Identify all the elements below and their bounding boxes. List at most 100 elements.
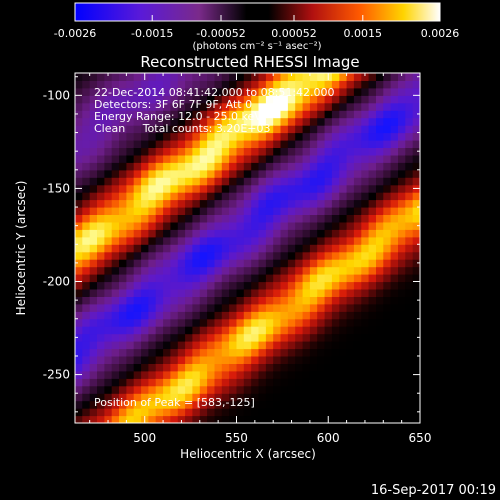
heatmap-cell — [287, 140, 296, 148]
heatmap-cell — [89, 326, 98, 335]
heatmap-cell — [199, 95, 208, 104]
heatmap-cell — [177, 192, 186, 201]
heatmap-cell — [273, 80, 282, 89]
heatmap-cell — [185, 221, 193, 230]
heatmap-cell — [221, 363, 230, 372]
heatmap-cell — [192, 87, 201, 96]
heatmap-cell — [353, 207, 362, 215]
heatmap-cell — [229, 266, 237, 275]
heatmap-cell — [295, 229, 304, 238]
heatmap-cell — [177, 363, 186, 372]
heatmap-cell — [163, 184, 171, 193]
heatmap-cell — [251, 102, 260, 111]
heatmap-cell — [376, 311, 384, 320]
heatmap-cell — [331, 244, 340, 253]
heatmap-cell — [229, 378, 237, 387]
heatmap-cell — [317, 333, 326, 342]
heatmap-cell — [258, 378, 267, 387]
heatmap-cell — [317, 348, 326, 357]
info-clean: Clean Total counts: 3.20E+03 — [94, 122, 271, 135]
heatmap-cell — [177, 162, 186, 171]
heatmap-cell — [280, 95, 289, 104]
heatmap-cell — [207, 363, 215, 372]
heatmap-cell — [376, 147, 384, 156]
heatmap-cell — [236, 236, 245, 245]
heatmap-cell — [133, 289, 142, 297]
heatmap-cell — [324, 348, 333, 357]
heatmap-cell — [390, 281, 399, 290]
heatmap-cell — [170, 378, 179, 387]
heatmap-cell — [75, 266, 83, 275]
heatmap-cell — [207, 251, 215, 260]
heatmap-cell — [185, 169, 193, 178]
heatmap-cell — [405, 385, 414, 394]
plot-frame — [74, 72, 421, 424]
heatmap-cell — [287, 400, 296, 409]
heatmap-cell — [361, 370, 370, 379]
heatmap-cell — [287, 87, 296, 96]
heatmap-cell — [163, 274, 171, 283]
heatmap-cell — [368, 221, 377, 230]
heatmap-cell — [368, 154, 377, 163]
heatmap-cell — [75, 303, 83, 312]
heatmap-cell — [302, 333, 311, 342]
heatmap-cell — [383, 207, 392, 215]
heatmap-cell — [361, 110, 370, 119]
heatmap-cell — [346, 95, 355, 104]
heatmap-cell — [192, 199, 201, 208]
heatmap-cell — [119, 244, 127, 253]
heatmap-cell — [177, 296, 186, 305]
heatmap-cell — [221, 415, 230, 423]
heatmap-cell — [405, 147, 414, 156]
heatmap-cell — [155, 303, 164, 312]
heatmap-cell — [155, 147, 164, 156]
heatmap-cell — [163, 207, 171, 215]
heatmap-cell — [287, 125, 296, 134]
heatmap-cell — [148, 80, 157, 89]
heatmap-cell — [273, 169, 282, 178]
heatmap-cell — [236, 311, 245, 320]
heatmap-cell — [280, 244, 289, 253]
heatmap-cell — [324, 266, 333, 275]
heatmap-cell — [192, 408, 201, 417]
heatmap-cell — [309, 102, 318, 111]
heatmap-cell — [229, 199, 237, 208]
heatmap-cell — [376, 333, 384, 342]
heatmap-cell — [199, 266, 208, 275]
heatmap-cell — [155, 73, 164, 81]
heatmap-cell — [258, 408, 267, 417]
heatmap-cell — [287, 408, 296, 417]
heatmap-cell — [383, 117, 392, 126]
heatmap-cell — [97, 236, 105, 245]
heatmap-cell — [405, 356, 414, 364]
heatmap-cell — [133, 199, 142, 208]
heatmap-cell — [243, 318, 252, 327]
heatmap-cell — [199, 125, 208, 134]
heatmap-cell — [170, 117, 179, 126]
heatmap-cell — [185, 356, 193, 364]
heatmap-cell — [361, 132, 370, 141]
heatmap-cell — [317, 147, 326, 156]
heatmap-cell — [141, 378, 149, 387]
heatmap-cell — [199, 341, 208, 350]
heatmap-cell — [133, 125, 142, 134]
heatmap-cell — [170, 326, 179, 335]
heatmap-cell — [214, 147, 223, 156]
heatmap-cell — [368, 192, 377, 201]
heatmap-cell — [390, 244, 399, 253]
heatmap-cell — [258, 333, 267, 342]
heatmap-cell — [251, 281, 260, 290]
heatmap-cell — [302, 110, 311, 119]
heatmap-cell — [207, 303, 215, 312]
heatmap-cell — [398, 370, 406, 379]
heatmap-cell — [89, 289, 98, 297]
heatmap-cell — [82, 326, 91, 335]
heatmap-cell — [346, 184, 355, 193]
heatmap-cell — [412, 102, 420, 111]
heatmap-cell — [214, 356, 223, 364]
heatmap-cell — [236, 147, 245, 156]
heatmap-cell — [170, 110, 179, 119]
heatmap-cell — [141, 341, 149, 350]
heatmap-cell — [82, 73, 91, 81]
heatmap-cell — [221, 80, 230, 89]
